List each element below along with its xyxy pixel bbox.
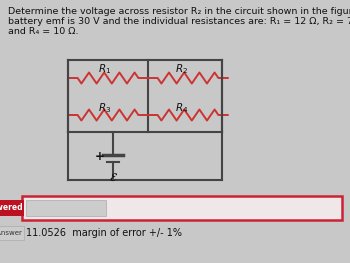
Bar: [0, 226, 24, 240]
Text: $R_2$: $R_2$: [175, 62, 188, 76]
Text: $R_3$: $R_3$: [98, 101, 111, 115]
Text: +: +: [95, 150, 105, 164]
Bar: [22, 196, 342, 220]
Text: $R_1$: $R_1$: [98, 62, 111, 76]
Text: $R_4$: $R_4$: [175, 101, 188, 115]
Bar: [0, 200, 24, 216]
Text: battery emf is 30 V and the individual resistances are: R₁ = 12 Ω, R₂ = 7 Ω, R₃ : battery emf is 30 V and the individual r…: [8, 17, 350, 26]
Text: 11.0526  margin of error +/- 1%: 11.0526 margin of error +/- 1%: [26, 228, 182, 238]
Text: Determine the voltage across resistor R₂ in the circuit shown in the figure belo: Determine the voltage across resistor R₂…: [8, 7, 350, 16]
Text: ect Answer: ect Answer: [0, 230, 21, 236]
Text: $\mathcal{E}$: $\mathcal{E}$: [109, 171, 118, 184]
Text: and R₄ = 10 Ω.: and R₄ = 10 Ω.: [8, 27, 78, 36]
Bar: [26, 200, 106, 216]
Text: Answered: Answered: [0, 204, 23, 213]
